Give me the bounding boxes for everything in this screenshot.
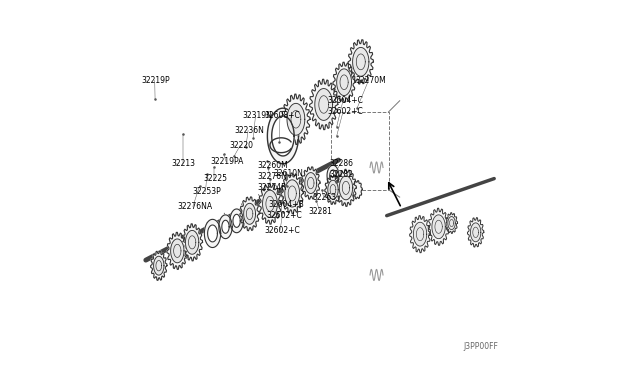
Polygon shape [207, 225, 218, 242]
Text: 32602+C: 32602+C [328, 108, 363, 116]
Polygon shape [428, 208, 449, 245]
Polygon shape [448, 217, 455, 230]
Polygon shape [432, 215, 445, 239]
Polygon shape [259, 183, 281, 224]
Polygon shape [352, 180, 362, 199]
Text: 32219P: 32219P [141, 76, 170, 85]
Text: 32276NA: 32276NA [177, 202, 212, 211]
Polygon shape [186, 230, 199, 254]
Polygon shape [325, 175, 341, 205]
Polygon shape [171, 239, 184, 263]
Polygon shape [281, 173, 303, 214]
Text: J3PP00FF: J3PP00FF [464, 342, 499, 351]
Polygon shape [467, 218, 484, 247]
Polygon shape [233, 214, 240, 227]
Text: 32253P: 32253P [192, 187, 221, 196]
Polygon shape [244, 203, 255, 224]
Text: 32220: 32220 [229, 141, 253, 150]
Text: 32219PA: 32219PA [211, 157, 244, 166]
Polygon shape [305, 173, 317, 193]
Polygon shape [353, 48, 369, 76]
Polygon shape [154, 256, 164, 275]
Bar [331, 112, 388, 190]
Polygon shape [167, 232, 188, 269]
Polygon shape [470, 223, 481, 242]
Polygon shape [310, 79, 338, 130]
Text: 32602+C: 32602+C [264, 226, 300, 235]
Polygon shape [282, 94, 310, 144]
Polygon shape [413, 222, 427, 246]
Text: 32225: 32225 [204, 174, 227, 183]
Polygon shape [445, 213, 458, 234]
Polygon shape [150, 251, 167, 280]
Polygon shape [328, 180, 338, 199]
Polygon shape [272, 116, 294, 156]
Polygon shape [268, 108, 298, 164]
Text: 32236N: 32236N [235, 126, 264, 135]
Polygon shape [262, 190, 277, 217]
Text: 32281: 32281 [309, 208, 333, 217]
Text: 32270M: 32270M [355, 76, 386, 85]
Text: 32319N: 32319N [242, 111, 272, 120]
Polygon shape [204, 219, 221, 247]
Polygon shape [182, 224, 202, 261]
Polygon shape [301, 167, 320, 199]
Polygon shape [222, 220, 229, 233]
Polygon shape [410, 216, 431, 253]
Text: 32274R: 32274R [257, 183, 287, 192]
Polygon shape [333, 62, 355, 102]
Text: 32610N: 32610N [274, 169, 303, 177]
Text: 32602+C: 32602+C [266, 211, 302, 220]
Polygon shape [348, 40, 373, 84]
Polygon shape [230, 209, 243, 233]
Text: 32604+B: 32604+B [268, 200, 304, 209]
Polygon shape [335, 169, 356, 206]
Text: 32276N: 32276N [257, 172, 287, 181]
Polygon shape [219, 215, 232, 238]
Text: 32286: 32286 [329, 159, 353, 168]
Text: 32213: 32213 [172, 159, 196, 168]
Text: 32282: 32282 [329, 170, 353, 179]
Text: 32604+C: 32604+C [328, 96, 364, 105]
Polygon shape [327, 165, 339, 186]
Polygon shape [287, 103, 305, 135]
Text: 32260M: 32260M [257, 161, 288, 170]
Polygon shape [285, 180, 300, 207]
Text: 32263: 32263 [312, 193, 337, 202]
Polygon shape [240, 197, 259, 231]
Polygon shape [330, 170, 336, 181]
Polygon shape [337, 69, 351, 96]
Polygon shape [339, 176, 353, 200]
Text: 32608+C: 32608+C [264, 111, 300, 120]
Polygon shape [315, 89, 333, 121]
